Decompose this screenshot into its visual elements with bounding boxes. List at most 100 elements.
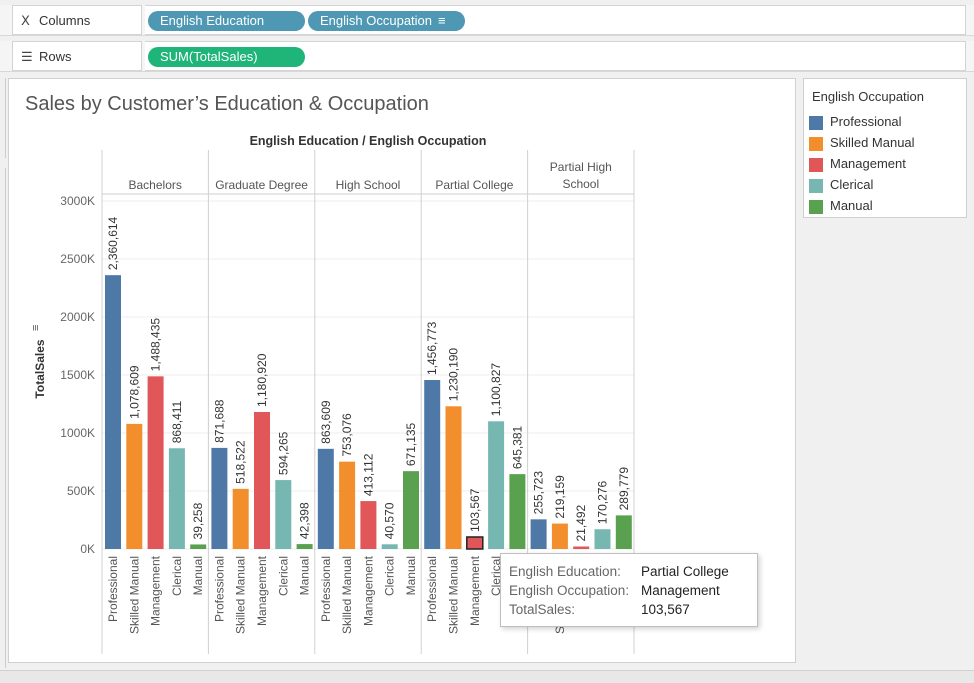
legend-swatch xyxy=(809,115,823,130)
x-tick-label: Clerical xyxy=(489,556,503,596)
tooltip-row-totalsales: TotalSales: 103,567 xyxy=(509,602,690,617)
x-tick-label: Skilled Manual xyxy=(127,556,141,634)
left-panel-edge-lower xyxy=(0,168,6,668)
pill-english-education[interactable]: English Education xyxy=(148,11,305,31)
x-tick-label: Clerical xyxy=(383,556,397,596)
data-label: 219,159 xyxy=(553,475,567,519)
bar xyxy=(254,412,270,549)
group-header: Graduate Degree xyxy=(215,178,308,192)
bar xyxy=(509,474,526,549)
pill-sum-totalsales[interactable]: SUM(TotalSales) xyxy=(148,47,305,67)
legend-panel[interactable]: English Occupation Professional Skilled … xyxy=(803,78,967,218)
y-tick-label: 1500K xyxy=(60,368,95,382)
rows-drop-area[interactable]: SUM(TotalSales) xyxy=(145,41,966,71)
bar xyxy=(573,546,590,549)
y-tick-label: 3000K xyxy=(60,194,95,208)
data-label: 594,265 xyxy=(276,431,290,475)
rows-shelf: ☰ Rows SUM(TotalSales) xyxy=(0,41,974,72)
y-axis-label: TotalSales xyxy=(33,339,47,398)
x-tick-label: Management xyxy=(149,555,163,626)
data-label: 40,570 xyxy=(383,502,397,539)
data-label: 289,779 xyxy=(617,467,631,511)
data-label: 39,258 xyxy=(191,502,205,539)
data-label: 863,609 xyxy=(319,400,333,444)
x-tick-label: Management xyxy=(255,555,269,626)
column-header: English Education / English Occupation xyxy=(250,134,487,148)
data-label: 255,723 xyxy=(532,471,546,515)
rows-label-text: Rows xyxy=(39,49,72,64)
bar xyxy=(339,461,356,549)
status-bar xyxy=(0,670,974,683)
bar xyxy=(381,544,398,549)
bar xyxy=(360,501,377,549)
sort-icon: ≡ xyxy=(30,325,42,331)
x-tick-label: Clerical xyxy=(170,556,184,596)
bar xyxy=(551,523,568,549)
legend-item-professional[interactable]: Professional xyxy=(809,114,902,132)
legend-item-manual[interactable]: Manual xyxy=(809,198,873,216)
x-tick-label: Clerical xyxy=(276,556,290,596)
data-label: 2,360,614 xyxy=(106,216,120,270)
bar xyxy=(296,544,313,549)
group-header: High School xyxy=(336,178,401,192)
legend-swatch xyxy=(809,199,823,214)
y-tick-label: 2500K xyxy=(60,252,95,266)
x-tick-label: Manual xyxy=(191,556,205,595)
x-tick-label: Management xyxy=(361,555,375,626)
data-label: 1,100,827 xyxy=(489,363,503,417)
group-header: Bachelors xyxy=(129,178,182,192)
data-label: 518,522 xyxy=(234,440,248,484)
columns-drop-area[interactable]: English Education English Occupation ≡ xyxy=(145,5,966,35)
bar xyxy=(190,544,207,549)
data-label: 871,688 xyxy=(212,399,226,443)
data-label: 1,230,190 xyxy=(447,348,461,402)
bar xyxy=(275,480,292,549)
x-tick-label: Professional xyxy=(319,556,333,622)
bar xyxy=(211,447,228,549)
legend-item-skilled-manual[interactable]: Skilled Manual xyxy=(809,135,915,153)
bar xyxy=(232,488,249,549)
data-label: 1,180,920 xyxy=(255,353,269,407)
x-tick-label: Skilled Manual xyxy=(447,556,461,634)
left-panel-edge xyxy=(0,78,6,158)
bar xyxy=(466,536,484,550)
legend-swatch xyxy=(809,178,823,193)
columns-shelf: Ⅹ Columns English Education English Occu… xyxy=(0,5,974,36)
data-label: 170,276 xyxy=(596,481,610,525)
bar xyxy=(615,515,632,549)
bar xyxy=(530,519,547,549)
x-tick-label: Professional xyxy=(212,556,226,622)
data-label: 413,112 xyxy=(361,453,375,496)
data-label: 753,076 xyxy=(340,413,354,457)
worksheet-view[interactable]: Sales by Customer’s Education & Occupati… xyxy=(8,78,796,663)
tooltip-row-education: English Education: Partial College xyxy=(509,564,729,579)
rows-shelf-label: ☰ Rows xyxy=(12,41,142,71)
data-label: 868,411 xyxy=(170,400,184,443)
x-tick-label: Manual xyxy=(404,556,418,595)
group-header: Partial College xyxy=(435,178,513,192)
columns-shelf-label: Ⅹ Columns xyxy=(12,5,142,35)
legend-title: English Occupation xyxy=(812,89,925,104)
legend-item-management[interactable]: Management xyxy=(809,156,906,174)
data-label: 1,078,609 xyxy=(127,365,141,419)
x-tick-label: Professional xyxy=(106,556,120,622)
legend-item-clerical[interactable]: Clerical xyxy=(809,177,873,195)
bar xyxy=(488,421,505,549)
y-tick-label: 2000K xyxy=(60,310,95,324)
x-tick-label: Professional xyxy=(425,556,439,622)
x-tick-label: Skilled Manual xyxy=(340,556,354,634)
data-label: 103,567 xyxy=(468,488,482,532)
bar-chart[interactable]: English Education / English Occupation 0K… xyxy=(9,79,795,662)
tooltip: English Education: Partial College Englis… xyxy=(500,553,758,627)
pill-english-occupation[interactable]: English Occupation ≡ xyxy=(308,11,465,31)
group-header: School xyxy=(562,177,599,191)
bar xyxy=(126,423,143,549)
bar xyxy=(105,275,121,549)
data-label: 1,456,773 xyxy=(425,321,439,375)
data-label: 645,381 xyxy=(510,425,524,469)
rows-icon: ☰ xyxy=(21,49,33,64)
legend-swatch xyxy=(809,136,823,151)
bar xyxy=(168,448,185,549)
data-label: 1,488,435 xyxy=(149,318,163,372)
sheet-title: Sales by Customer’s Education & Occupati… xyxy=(25,93,429,115)
